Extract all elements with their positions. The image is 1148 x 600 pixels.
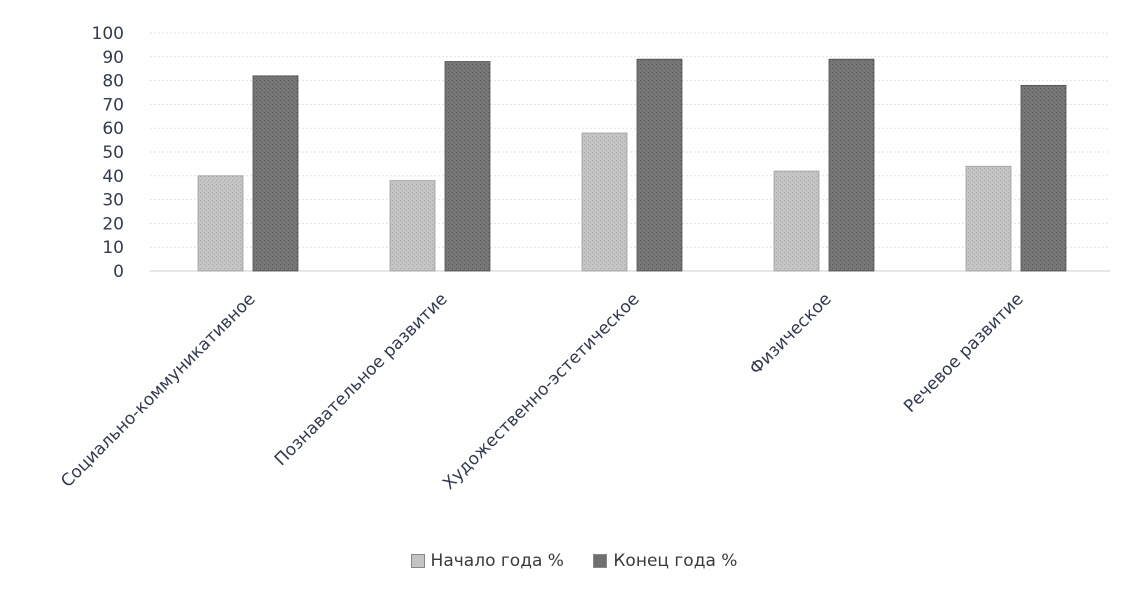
bars (197, 58, 1067, 272)
y-tick-label: 10 (102, 238, 124, 258)
bar-start-of-year (581, 132, 628, 272)
y-tick-label: 0 (113, 262, 124, 282)
bar-start-of-year (773, 170, 820, 272)
y-tick-label: 60 (102, 119, 124, 139)
bar-start-of-year (965, 165, 1012, 272)
legend: Начало года % Конец года % (0, 551, 1148, 573)
legend-swatch-end (593, 554, 608, 568)
bar-end-of-year (828, 58, 875, 272)
legend-item-start: Начало года % (410, 551, 564, 571)
y-tick-label: 40 (102, 167, 124, 187)
gridlines (150, 32, 1110, 272)
x-category-label: Социально-коммуникативное (57, 289, 259, 491)
y-axis-tick-labels: 0 10 20 30 40 50 60 70 80 90 100 (92, 24, 124, 282)
x-category-label: Речевое развитие (900, 289, 1027, 416)
x-category-label: Познавательное развитие (271, 289, 452, 470)
bar-start-of-year (197, 175, 244, 272)
bar-end-of-year (444, 61, 491, 272)
legend-label-start: Начало года % (430, 551, 564, 571)
x-axis-category-labels: Социально-коммуникативное Познавательное … (57, 289, 1027, 493)
bar-end-of-year (252, 75, 299, 272)
y-tick-label: 50 (102, 143, 124, 163)
legend-swatch-start (410, 554, 425, 568)
y-tick-label: 30 (102, 191, 124, 211)
y-tick-label: 70 (102, 95, 124, 115)
y-tick-label: 80 (102, 72, 124, 92)
x-category-label: Художественно-эстетическое (439, 289, 643, 493)
y-tick-label: 90 (102, 48, 124, 68)
y-tick-label: 100 (92, 24, 124, 44)
bar-end-of-year (636, 58, 683, 272)
bar-start-of-year (389, 180, 436, 272)
legend-label-end: Конец года % (613, 551, 738, 571)
x-category-label: Физическое (746, 289, 836, 379)
legend-item-end: Конец года % (593, 551, 737, 571)
bar-end-of-year (1020, 84, 1067, 272)
y-tick-label: 20 (102, 214, 124, 234)
